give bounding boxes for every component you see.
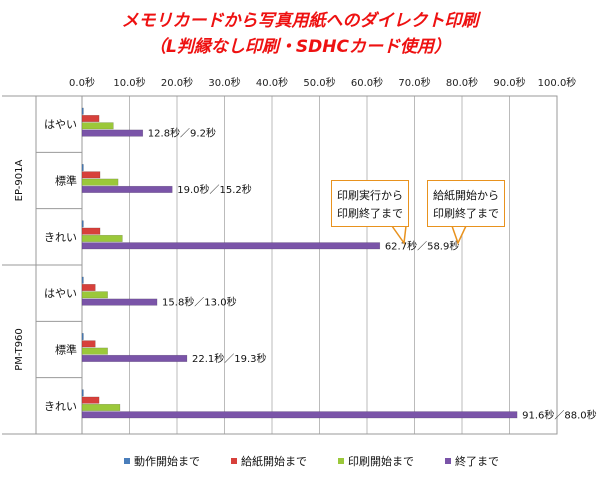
legend-entry: 印刷開始まで	[348, 454, 414, 468]
x-tick-label: 50.0秒	[303, 76, 335, 89]
category-label: はやい	[44, 287, 77, 300]
x-tick-label: 40.0秒	[256, 76, 288, 89]
bar	[81, 333, 84, 341]
legend-swatch	[231, 458, 237, 464]
x-tick-label: 60.0秒	[351, 76, 383, 89]
x-tick-label: 10.0秒	[113, 76, 145, 89]
bar	[81, 234, 123, 242]
legend-entry: 動作開始まで	[134, 454, 200, 468]
legend-swatch	[445, 458, 451, 464]
gridlines	[81, 96, 558, 434]
bar	[81, 164, 84, 172]
bar	[81, 298, 158, 306]
bars	[81, 107, 518, 419]
category-label: 標準	[55, 343, 77, 357]
bar	[81, 227, 101, 235]
bar	[81, 185, 173, 193]
bar	[81, 171, 101, 179]
data-label: 19.0秒／15.2秒	[177, 183, 252, 196]
bar	[81, 220, 84, 228]
chart-title: メモリカードから写真用紙へのダイレクト印刷	[121, 11, 479, 31]
bar	[81, 396, 100, 404]
category-label: きれい	[44, 231, 77, 244]
bar	[81, 178, 119, 186]
data-label: 12.8秒／9.2秒	[148, 127, 216, 140]
bar	[81, 347, 108, 355]
callout-print-exec-line2: 印刷終了まで	[337, 207, 403, 220]
callout-paper-feed-line2: 印刷終了まで	[433, 207, 499, 220]
legend-swatch	[124, 458, 130, 464]
bar	[81, 403, 121, 411]
bar	[81, 115, 100, 123]
bar	[81, 122, 114, 130]
bar	[81, 291, 108, 299]
legend-entry: 終了まで	[455, 454, 499, 468]
category-label: はやい	[44, 118, 77, 131]
data-label: 22.1秒／19.3秒	[192, 352, 267, 365]
x-tick-label: 20.0秒	[161, 76, 193, 89]
x-tick-label: 0.0秒	[69, 76, 95, 89]
bar	[81, 284, 96, 292]
axes	[2, 95, 558, 435]
x-tick-label: 90.0秒	[493, 76, 525, 89]
category-label: きれい	[44, 400, 77, 413]
bar	[81, 340, 96, 348]
bar	[81, 411, 518, 419]
bar	[81, 354, 188, 362]
x-tick-label: 30.0秒	[208, 76, 240, 89]
bar	[81, 129, 144, 137]
bar	[81, 107, 84, 115]
data-label: 15.8秒／13.0秒	[162, 296, 237, 309]
callout-paper-feed: 給紙開始から 印刷終了まで	[427, 180, 505, 227]
data-label: 62.7秒／58.9秒	[385, 239, 460, 252]
category-label: 標準	[55, 174, 77, 188]
bar	[81, 389, 84, 397]
callout-print-exec-line1: 印刷実行から	[337, 189, 403, 202]
x-tick-label: 100.0秒	[538, 76, 577, 89]
x-tick-label: 70.0秒	[398, 76, 430, 89]
legend-entry: 給紙開始まで	[241, 454, 307, 468]
legend: 動作開始まで 給紙開始まで 印刷開始まで 終了まで	[124, 454, 499, 468]
callout-print-exec: 印刷実行から 印刷終了まで	[331, 180, 409, 227]
labels: 0.0秒 10.0秒 20.0秒 30.0秒 40.0秒 50.0秒 60.0秒 70.0秒 8…	[14, 76, 597, 421]
chart-subtitle: （L判縁なし印刷・SDHCカード使用）	[149, 37, 451, 57]
x-tick-label: 80.0秒	[446, 76, 478, 89]
group-label: PM-T960	[14, 328, 25, 371]
group-label: EP-901A	[14, 160, 25, 202]
callout-paper-feed-line1: 給紙開始から	[433, 189, 499, 202]
bar	[81, 242, 381, 250]
legend-swatch	[338, 458, 344, 464]
data-label: 91.6秒／88.0秒	[522, 408, 597, 421]
bar	[81, 276, 84, 284]
